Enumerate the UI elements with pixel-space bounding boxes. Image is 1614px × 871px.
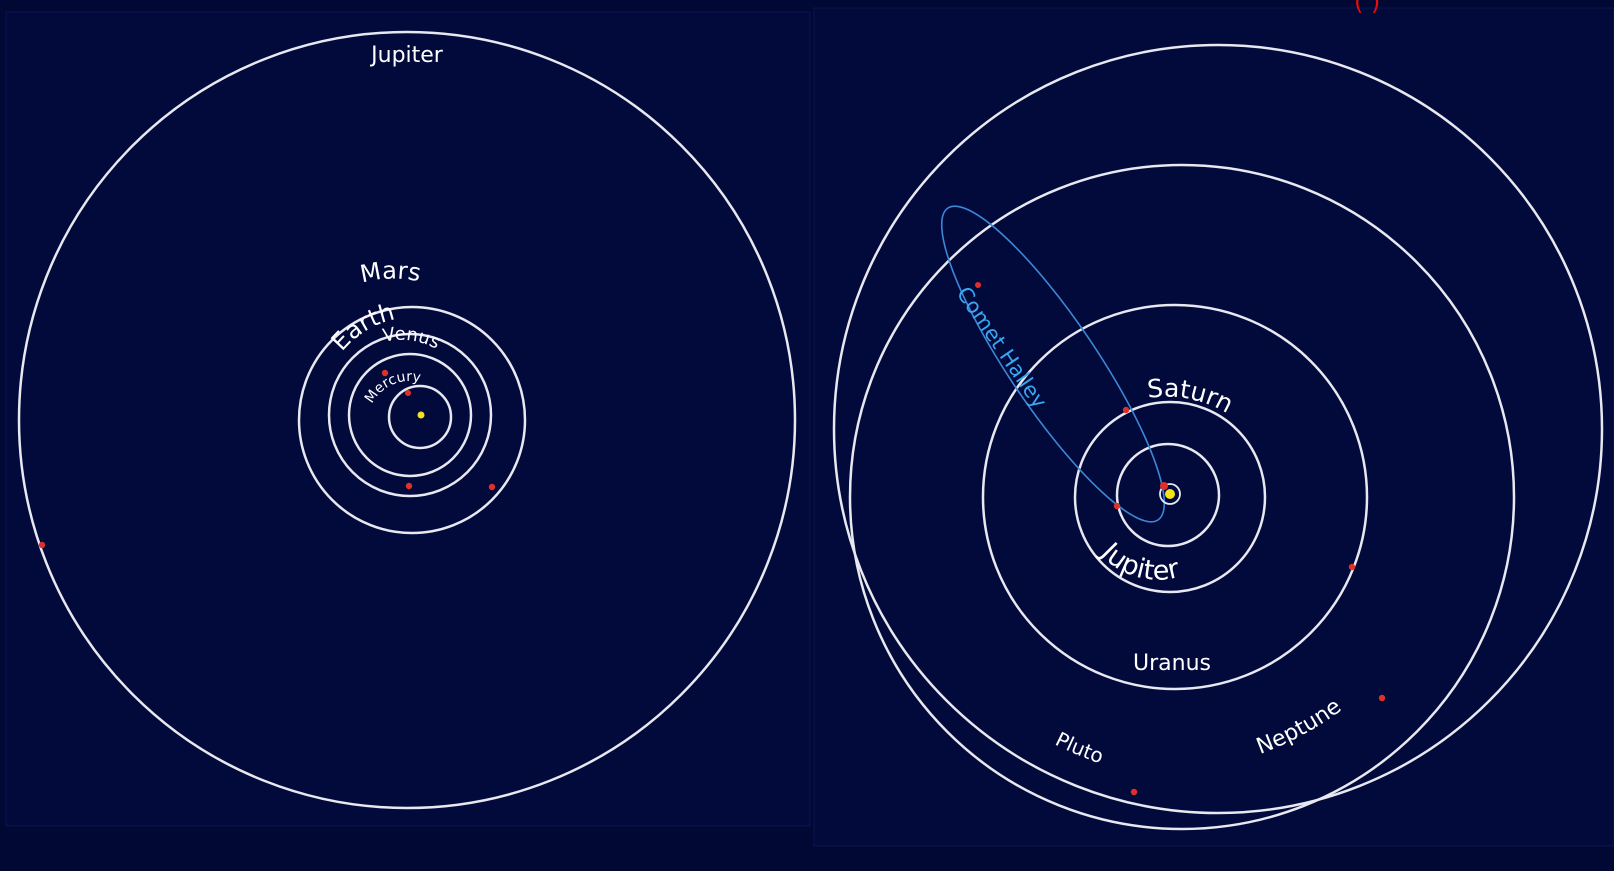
label-mars: Mars bbox=[358, 256, 423, 288]
uranus-orbit bbox=[981, 303, 1369, 691]
header-text: ( ) bbox=[1354, 0, 1380, 16]
earth-marker bbox=[405, 482, 413, 490]
pluto-marker bbox=[1130, 788, 1138, 796]
comet-halley-orbit bbox=[940, 205, 1166, 523]
jupiter-marker bbox=[38, 541, 46, 549]
mercury-marker bbox=[405, 390, 411, 396]
jupiter-orbit bbox=[17, 30, 797, 810]
inner-planet-marker bbox=[1160, 482, 1168, 490]
saturn-marker bbox=[1122, 406, 1130, 414]
sun-icon bbox=[417, 411, 425, 419]
venus-marker bbox=[381, 369, 389, 377]
mars-orbit bbox=[297, 305, 527, 535]
earth-orbit bbox=[327, 332, 493, 498]
outer-panel-background bbox=[813, 7, 1614, 847]
pluto-orbit bbox=[832, 43, 1604, 815]
inner-panel-background bbox=[5, 11, 811, 827]
label-uranus: Uranus bbox=[1133, 651, 1211, 676]
sun-icon-outer bbox=[1165, 489, 1175, 499]
saturn-orbit bbox=[1073, 400, 1267, 594]
jupiter-orbit-outer bbox=[1115, 442, 1221, 548]
label-mars-path: Mars bbox=[358, 256, 423, 288]
uranus-marker bbox=[1348, 563, 1356, 571]
mercury-orbit bbox=[387, 384, 453, 450]
label-jupiter-inner: Jupiter bbox=[369, 43, 444, 68]
inner-planets-orbit bbox=[1159, 483, 1181, 505]
neptune-orbit bbox=[848, 163, 1516, 831]
neptune-marker bbox=[1378, 694, 1386, 702]
jupiter-marker-outer bbox=[1113, 502, 1121, 510]
venus-orbit bbox=[347, 352, 473, 478]
comet-halley-marker bbox=[975, 282, 981, 288]
mars-marker bbox=[488, 483, 496, 491]
